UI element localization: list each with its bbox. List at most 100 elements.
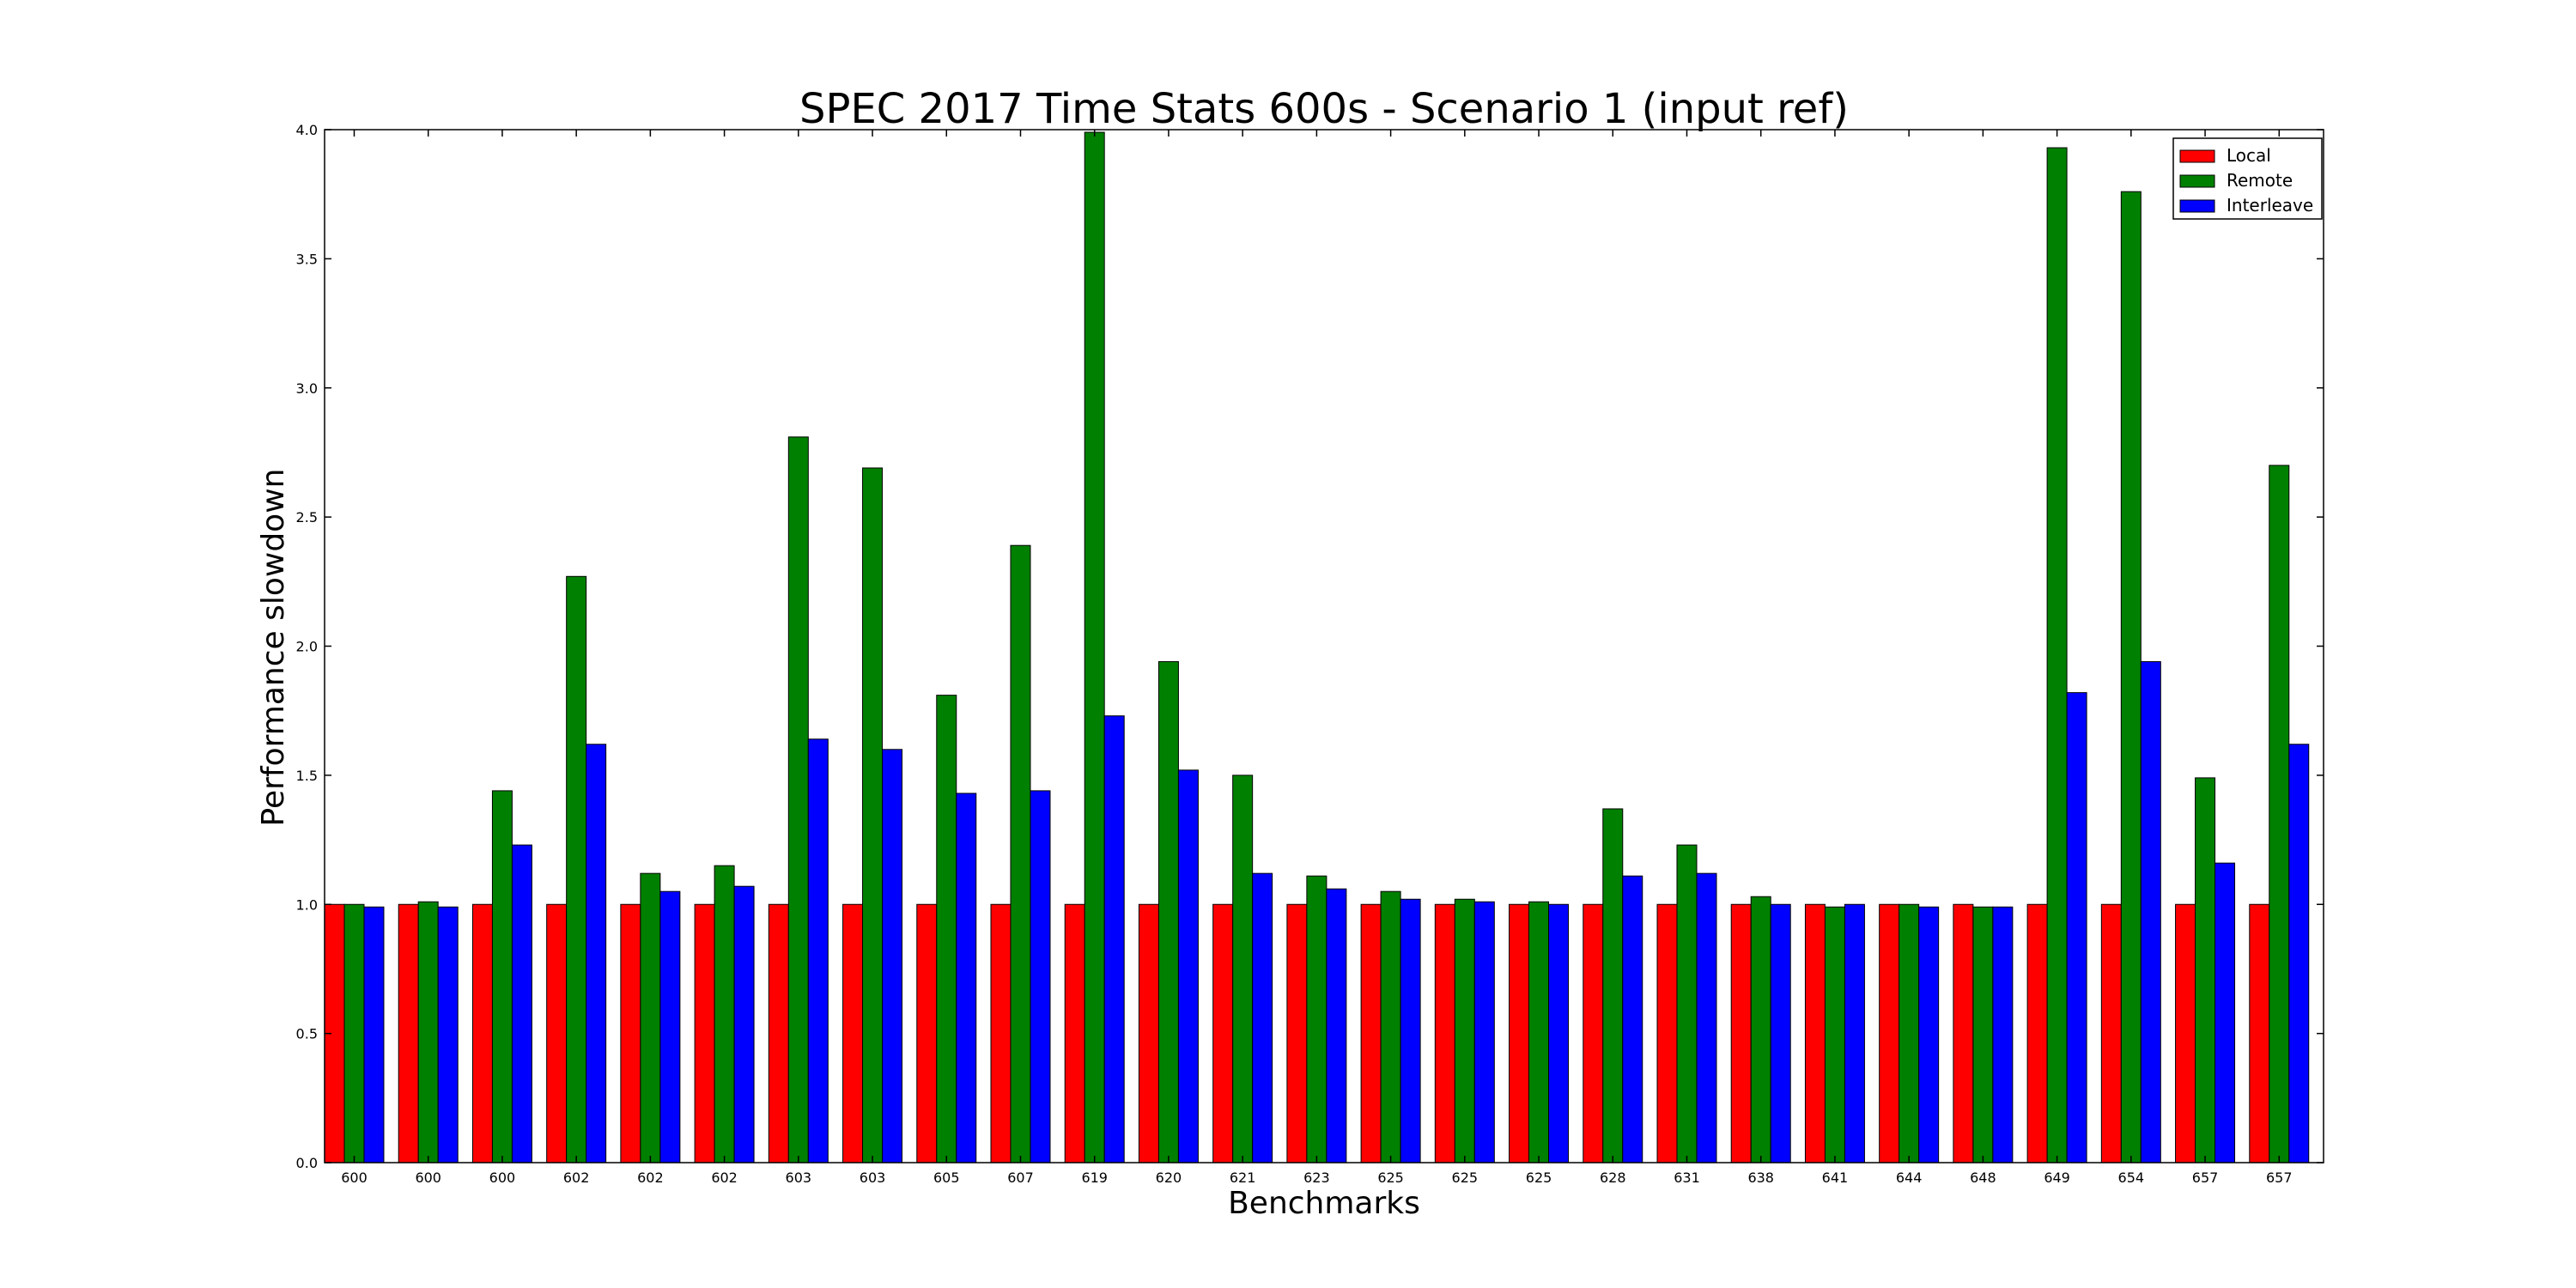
bar-remote-14 bbox=[1380, 890, 1401, 1163]
bar-interleave-24 bbox=[2140, 661, 2161, 1163]
x-tick-label: 621 bbox=[1230, 1170, 1256, 1186]
legend-label-remote: Remote bbox=[2227, 170, 2293, 191]
legend-swatch-remote bbox=[2179, 174, 2215, 188]
legend-swatch-interleave bbox=[2179, 199, 2215, 213]
y-tick-label: 2.5 bbox=[296, 509, 318, 526]
bar-remote-18 bbox=[1676, 844, 1698, 1163]
bar-interleave-17 bbox=[1622, 875, 1643, 1163]
bar-local-1 bbox=[398, 903, 419, 1163]
bar-local-9 bbox=[990, 903, 1012, 1163]
x-tick-label: 654 bbox=[2118, 1170, 2145, 1186]
bar-remote-6 bbox=[787, 436, 809, 1163]
bar-local-18 bbox=[1656, 903, 1678, 1163]
y-tick-label: 1.5 bbox=[296, 768, 318, 784]
bar-remote-12 bbox=[1232, 775, 1254, 1163]
x-tick-label: 607 bbox=[1007, 1170, 1034, 1186]
y-tick-label: 0.5 bbox=[296, 1026, 318, 1042]
x-tick-label: 605 bbox=[933, 1170, 960, 1186]
bar-local-25 bbox=[2175, 903, 2196, 1163]
bar-interleave-9 bbox=[1030, 790, 1051, 1163]
x-tick-label: 600 bbox=[341, 1170, 368, 1186]
bar-interleave-11 bbox=[1177, 769, 1199, 1163]
x-tick-label: 619 bbox=[1081, 1170, 1108, 1186]
bar-local-2 bbox=[471, 903, 493, 1163]
x-tick-label: 648 bbox=[1970, 1170, 1996, 1186]
x-tick-label: 649 bbox=[2044, 1170, 2070, 1186]
bar-interleave-12 bbox=[1252, 872, 1273, 1163]
bar-interleave-13 bbox=[1326, 888, 1347, 1163]
legend-label-local: Local bbox=[2227, 145, 2271, 166]
bar-interleave-26 bbox=[2288, 744, 2310, 1163]
bar-interleave-3 bbox=[586, 744, 607, 1163]
x-tick-label: 602 bbox=[637, 1170, 664, 1186]
bar-interleave-22 bbox=[1992, 906, 2014, 1163]
y-axis-title: Performance slowdown bbox=[256, 469, 291, 827]
y-tick-label: 4.0 bbox=[296, 122, 318, 138]
x-tick-label: 620 bbox=[1156, 1170, 1182, 1186]
x-tick-label: 628 bbox=[1600, 1170, 1626, 1186]
bar-local-17 bbox=[1583, 903, 1604, 1163]
legend-swatch-local bbox=[2179, 149, 2215, 163]
legend-label-interleave: Interleave bbox=[2227, 195, 2313, 216]
bar-remote-16 bbox=[1528, 901, 1550, 1163]
x-tick-label: 602 bbox=[711, 1170, 738, 1186]
x-tick-label: 625 bbox=[1526, 1170, 1552, 1186]
legend: Local Remote Interleave bbox=[2172, 137, 2323, 220]
bar-remote-10 bbox=[1084, 131, 1105, 1163]
bar-local-11 bbox=[1138, 903, 1159, 1163]
bar-local-14 bbox=[1360, 903, 1382, 1163]
axes-layer: 0.0 0.5 1.0 1.5 2.0 2.5 3.0 3.5 4.0 600 600 600 602 6… bbox=[296, 122, 2324, 1186]
x-tick-label: 600 bbox=[415, 1170, 441, 1186]
bar-interleave-6 bbox=[807, 738, 829, 1163]
bar-interleave-23 bbox=[2066, 692, 2087, 1163]
bar-local-6 bbox=[768, 903, 789, 1163]
bar-interleave-2 bbox=[511, 844, 532, 1163]
bar-remote-19 bbox=[1750, 896, 1771, 1163]
bar-interleave-4 bbox=[659, 890, 681, 1163]
x-tick-label: 657 bbox=[2192, 1170, 2219, 1186]
bar-remote-26 bbox=[2269, 465, 2290, 1163]
bar-interleave-18 bbox=[1696, 872, 1717, 1163]
x-tick-label: 657 bbox=[2266, 1170, 2293, 1186]
bar-remote-15 bbox=[1454, 898, 1475, 1163]
bar-remote-0 bbox=[343, 903, 365, 1163]
bar-remote-23 bbox=[2046, 147, 2068, 1163]
bar-interleave-25 bbox=[2215, 862, 2236, 1163]
bar-local-19 bbox=[1730, 903, 1752, 1163]
bar-remote-8 bbox=[936, 695, 957, 1163]
y-tick-label: 3.5 bbox=[296, 251, 318, 267]
bar-local-3 bbox=[546, 903, 568, 1163]
x-tick-label: 602 bbox=[563, 1170, 590, 1186]
y-tick-label: 1.0 bbox=[296, 896, 318, 913]
bar-local-23 bbox=[2026, 903, 2048, 1163]
y-tick-label: 2.0 bbox=[296, 639, 318, 655]
bar-interleave-7 bbox=[882, 749, 903, 1163]
x-tick-label: 638 bbox=[1747, 1170, 1774, 1186]
bar-remote-22 bbox=[1972, 906, 1994, 1163]
bar-remote-11 bbox=[1157, 661, 1179, 1163]
bar-remote-2 bbox=[491, 790, 513, 1163]
x-tick-label: 625 bbox=[1452, 1170, 1479, 1186]
bar-interleave-19 bbox=[1770, 903, 1791, 1163]
bar-remote-9 bbox=[1010, 544, 1031, 1163]
bar-local-22 bbox=[1953, 903, 1974, 1163]
bar-local-8 bbox=[916, 903, 938, 1163]
y-tick-label: 0.0 bbox=[296, 1155, 318, 1171]
y-tick-label: 3.0 bbox=[296, 380, 318, 397]
bar-local-15 bbox=[1434, 903, 1455, 1163]
bar-remote-3 bbox=[566, 575, 587, 1163]
bar-remote-25 bbox=[2195, 777, 2216, 1163]
bar-interleave-15 bbox=[1473, 901, 1495, 1163]
bar-remote-7 bbox=[862, 467, 884, 1163]
bar-local-10 bbox=[1064, 903, 1085, 1163]
x-tick-label: 603 bbox=[860, 1170, 886, 1186]
x-axis-title: Benchmarks bbox=[1228, 1186, 1420, 1221]
bar-interleave-10 bbox=[1103, 715, 1125, 1163]
bar-remote-4 bbox=[640, 872, 661, 1163]
bar-remote-13 bbox=[1306, 875, 1327, 1163]
bar-interleave-16 bbox=[1548, 903, 1570, 1163]
bar-remote-5 bbox=[714, 865, 735, 1163]
bar-remote-1 bbox=[417, 901, 439, 1163]
bar-interleave-0 bbox=[363, 906, 385, 1163]
